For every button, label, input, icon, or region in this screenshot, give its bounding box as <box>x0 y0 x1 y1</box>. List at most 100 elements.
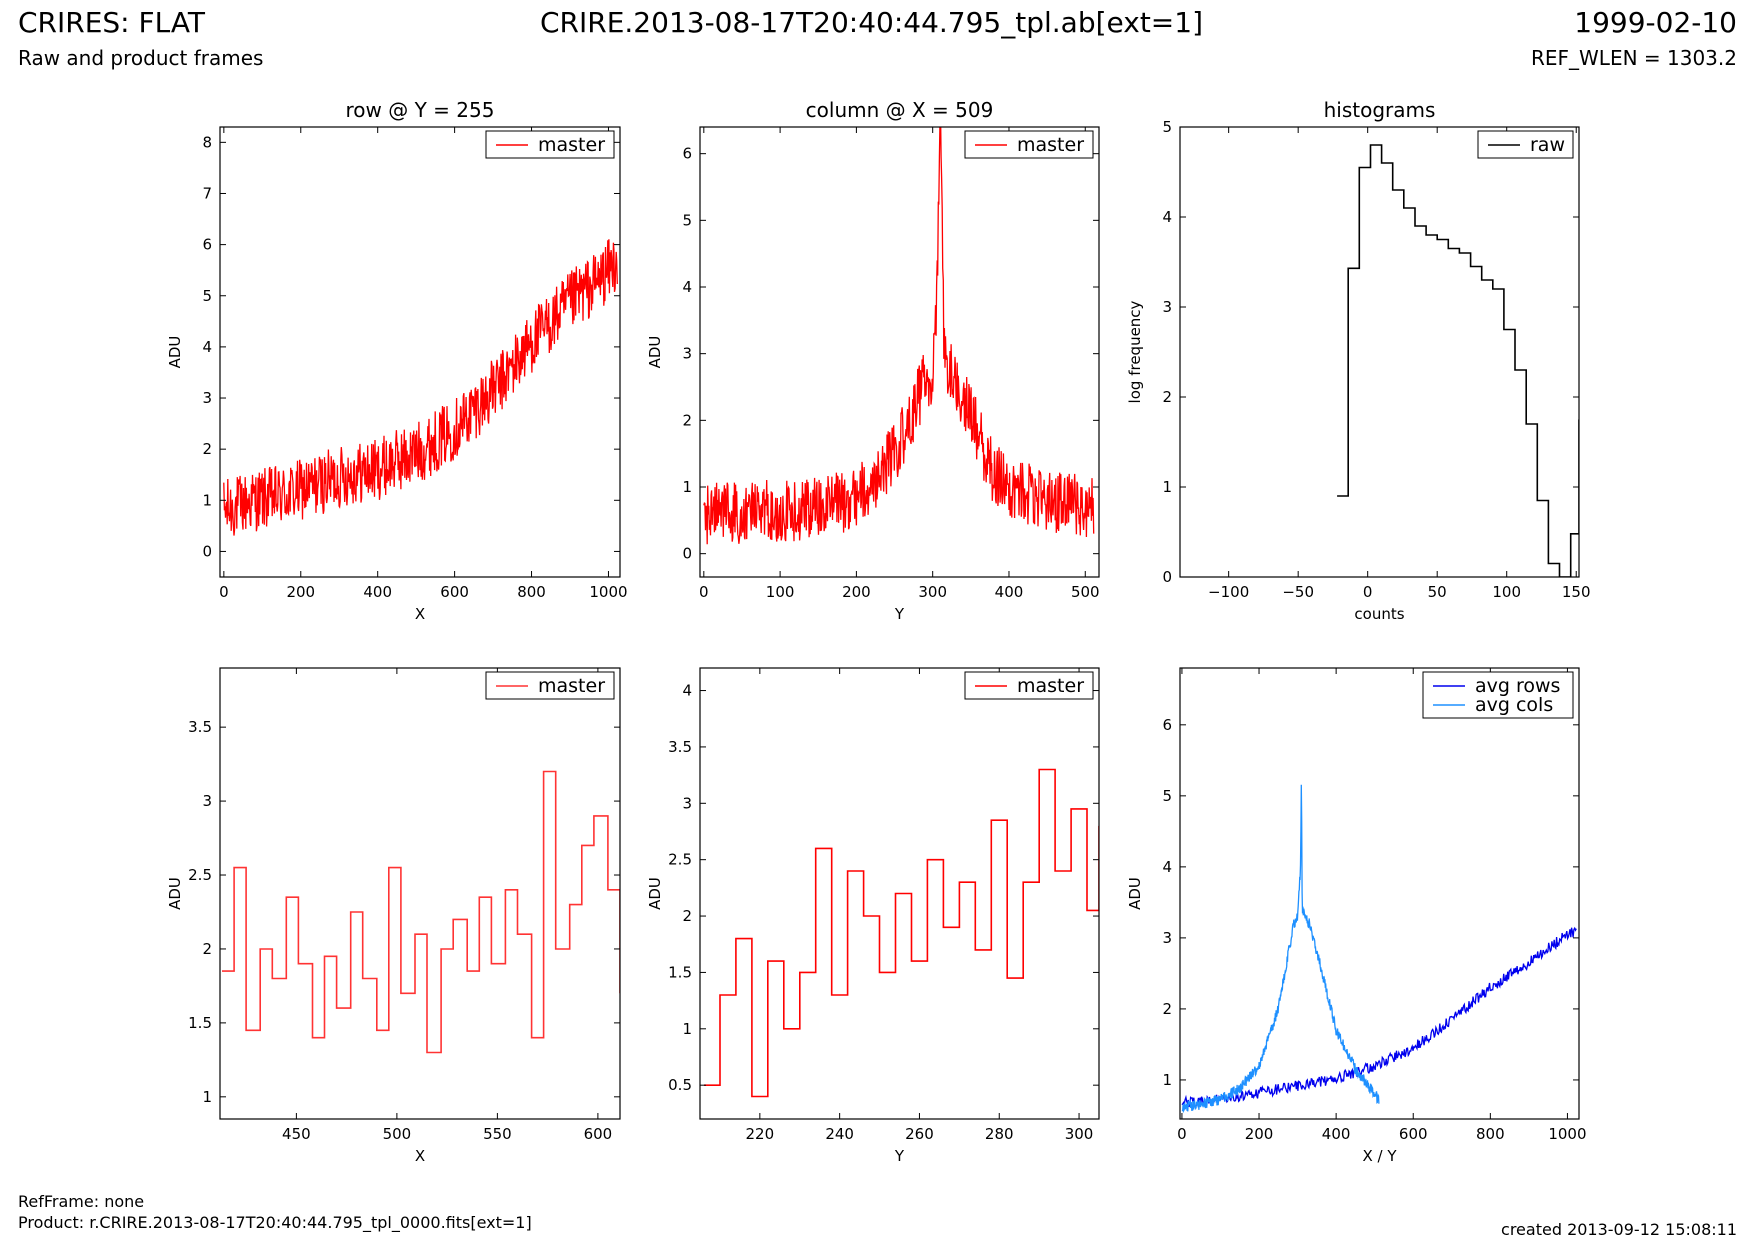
x-tick-label: 240 <box>825 1125 854 1143</box>
y-tick-label: 5 <box>1162 118 1172 136</box>
ref-frame-label: RefFrame: none <box>18 1192 145 1211</box>
x-tick-label: −50 <box>1282 583 1314 601</box>
created-label: created 2013-09-12 15:08:11 <box>1501 1220 1737 1239</box>
x-tick-label: 260 <box>905 1125 934 1143</box>
x-axis-label: X <box>415 1147 425 1165</box>
y-axis-label: log frequency <box>1126 300 1144 403</box>
x-tick-label: 600 <box>1399 1125 1428 1143</box>
y-tick-label: 1.5 <box>668 963 692 981</box>
plot-frame <box>1179 667 1580 1120</box>
series-avg-cols <box>1181 784 1380 1114</box>
y-tick-label: 3.5 <box>188 718 212 736</box>
x-tick-label: 100 <box>1492 583 1521 601</box>
x-tick-label: 200 <box>286 583 315 601</box>
legend-label: master <box>538 675 605 697</box>
chart-title: histograms <box>1324 98 1436 122</box>
y-tick-label: 2.5 <box>668 851 692 869</box>
legend-label: master <box>1017 675 1084 697</box>
series-master <box>222 770 620 1054</box>
y-axis-label: ADU <box>166 336 184 369</box>
y-tick-label: 1 <box>682 478 692 496</box>
y-tick-label: 1 <box>202 1088 212 1106</box>
y-axis-label: ADU <box>646 336 664 369</box>
legend: raw <box>1477 130 1574 159</box>
y-tick-label: 3 <box>202 389 212 407</box>
y-tick-label: 2 <box>202 440 212 458</box>
page-title: CRIRES: FLAT <box>18 6 205 39</box>
y-tick-label: 0 <box>202 542 212 560</box>
y-axis-label: ADU <box>166 877 184 910</box>
file-title: CRIRE.2013-08-17T20:40:44.795_tpl.ab[ext… <box>540 6 1204 39</box>
y-tick-label: 4 <box>682 682 692 700</box>
y-tick-label: 1 <box>682 1020 692 1038</box>
x-tick-label: 0 <box>1363 583 1373 601</box>
x-tick-label: 100 <box>766 583 795 601</box>
product-label: Product: r.CRIRE.2013-08-17T20:40:44.795… <box>18 1213 532 1232</box>
chart-histograms: −100 −50 0 50 100 150 0 1 2 3 4 5 histograms counts lo… <box>1126 98 1591 623</box>
y-tick-label: 0.5 <box>668 1076 692 1094</box>
y-tick-label: 3 <box>202 792 212 810</box>
legend-label: avg rows <box>1475 675 1560 697</box>
x-axis-label: counts <box>1354 605 1404 623</box>
legend: master <box>485 130 615 159</box>
ref-wlen-label: REF_WLEN = 1303.2 <box>1530 46 1737 70</box>
chart-title: column @ X = 509 <box>806 98 994 122</box>
page-subtitle: Raw and product frames <box>18 46 264 70</box>
y-tick-label: 8 <box>202 133 212 151</box>
y-tick-label: 6 <box>202 236 212 254</box>
legend: master <box>964 671 1094 700</box>
series-avg-rows <box>1181 926 1577 1108</box>
chart-row: 0 200 400 600 800 1000 0 1 2 3 4 5 6 7 8 row @ Y = 255 X… <box>166 98 628 623</box>
plot-frame <box>699 126 1100 578</box>
x-tick-label: 1000 <box>1548 1125 1586 1143</box>
x-tick-label: 150 <box>1562 583 1591 601</box>
y-tick-label: 6 <box>682 145 692 163</box>
y-tick-label: 1.5 <box>188 1014 212 1032</box>
x-tick-label: 500 <box>383 1125 412 1143</box>
x-tick-label: 200 <box>1245 1125 1274 1143</box>
y-tick-label: 7 <box>202 184 212 202</box>
x-tick-label: 50 <box>1428 583 1447 601</box>
legend-label: avg cols <box>1475 694 1553 716</box>
chart-column: 0 100 200 300 400 500 0 1 2 3 4 5 6 column @ X = 509 Y… <box>646 98 1100 623</box>
legend: master <box>485 671 615 700</box>
y-axis-label: ADU <box>1126 877 1144 910</box>
plot-frame <box>699 667 1100 1120</box>
y-tick-label: 4 <box>202 338 212 356</box>
legend-label: master <box>1017 134 1084 156</box>
x-tick-label: 1000 <box>589 583 627 601</box>
legend: master <box>964 130 1094 159</box>
series-master <box>223 239 618 536</box>
x-tick-label: −100 <box>1208 583 1249 601</box>
y-tick-label: 4 <box>1162 208 1172 226</box>
series-master <box>703 127 1095 545</box>
x-tick-label: 800 <box>1476 1125 1505 1143</box>
legend-label: master <box>538 134 605 156</box>
y-tick-label: 5 <box>1162 787 1172 805</box>
y-tick-label: 1 <box>1162 1071 1172 1089</box>
y-tick-label: 2 <box>682 907 692 925</box>
y-tick-label: 2 <box>1162 1000 1172 1018</box>
y-tick-label: 2 <box>1162 388 1172 406</box>
x-axis-label: Y <box>894 605 905 623</box>
y-tick-label: 3 <box>1162 298 1172 316</box>
y-tick-label: 2 <box>202 940 212 958</box>
y-tick-label: 4 <box>1162 858 1172 876</box>
x-tick-label: 800 <box>517 583 546 601</box>
x-tick-label: 300 <box>918 583 947 601</box>
date-label: 1999-02-10 <box>1574 6 1737 39</box>
x-tick-label: 400 <box>995 583 1024 601</box>
x-tick-label: 300 <box>1065 1125 1094 1143</box>
x-tick-label: 600 <box>440 583 469 601</box>
chart-averages: 0 200 400 600 800 1000 1 2 3 4 5 6 X / Y ADU avg rowsa… <box>1126 667 1587 1165</box>
x-tick-label: 0 <box>699 583 709 601</box>
y-tick-label: 3 <box>682 345 692 363</box>
chart-title: row @ Y = 255 <box>346 98 495 122</box>
y-tick-label: 0 <box>1162 568 1172 586</box>
series-master <box>704 768 1099 1098</box>
y-tick-label: 5 <box>202 287 212 305</box>
legend-label: raw <box>1530 134 1565 156</box>
y-tick-label: 3.5 <box>668 738 692 756</box>
